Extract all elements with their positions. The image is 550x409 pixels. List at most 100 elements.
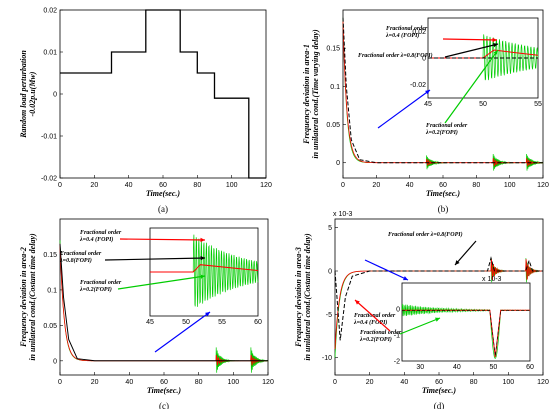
- x-tick-label: 40: [406, 182, 414, 189]
- y-tick-label: -10: [322, 355, 332, 362]
- x-tick-label: 100: [226, 182, 238, 189]
- x-tick-label: 60: [435, 379, 443, 386]
- y-tick-label: -0.02: [41, 176, 57, 183]
- arrow-blue-head: [425, 90, 430, 95]
- y-axis-label-line2: in unilateral cond.(Time varying delay): [311, 29, 320, 159]
- x-tick-label: 80: [472, 182, 480, 189]
- inset-x-tick-label: 45: [424, 101, 432, 108]
- x-tick-label: 0: [341, 182, 345, 189]
- inset-series-red: [402, 309, 530, 358]
- y-axis-label-line2: in unilateral cond.(Costant time delay): [303, 233, 312, 361]
- panel-caption: (c): [159, 401, 169, 409]
- inset-x-tick-label: 55: [534, 101, 542, 108]
- x-tick-label: 60: [159, 182, 167, 189]
- arrow-green-head: [200, 274, 205, 279]
- inset-x-tick-label: 40: [453, 364, 461, 371]
- y-tick-label: 0.01: [43, 50, 57, 57]
- annotation-text: λ=0.2(FOPI): [359, 336, 392, 343]
- inset-y-tick-label: 0: [396, 307, 400, 314]
- y-tick-label: 0: [53, 358, 57, 365]
- annotation-text: λ=0.2(FOPI): [425, 129, 458, 136]
- arrow-green-head: [493, 50, 498, 55]
- inset-y-tick-label: -1: [394, 333, 400, 340]
- x-axis-label: Time(sec.): [147, 386, 181, 395]
- arrow-red-head: [492, 37, 497, 43]
- x-tick-label: 20: [372, 182, 380, 189]
- inset-x-tick-label: 55: [218, 319, 226, 326]
- y-tick-label: 0.15: [326, 46, 340, 53]
- arrow-green-head: [435, 317, 440, 322]
- series-black-dashed: [334, 256, 543, 341]
- arrow-green: [399, 317, 441, 335]
- arrow-black: [454, 240, 477, 266]
- arrow-blue-head: [403, 276, 408, 281]
- series-black-dashed: [342, 17, 543, 164]
- arrow-red-head: [355, 300, 360, 305]
- x-tick-label: 80: [470, 379, 478, 386]
- x-axis-label: Time(sec.): [426, 189, 460, 198]
- y-axis-label: Frequency deviation in area-3: [294, 247, 303, 348]
- annotation-text: Fractional order λ=0.8(FOPI): [358, 52, 433, 59]
- annotation-text: Fractional order: [426, 123, 468, 129]
- x-tick-label: 0: [333, 379, 337, 386]
- x-tick-label: 120: [262, 379, 274, 386]
- annotation-text: λ=0.8(FOPI): [59, 257, 92, 264]
- inset-x-tick-label: 60: [254, 319, 262, 326]
- panel-caption: (d): [434, 401, 445, 409]
- arrow-green: [444, 49, 499, 124]
- annotation-text: λ=0.2(FOPI): [79, 286, 112, 293]
- x-axis-label: Time(sec.): [146, 189, 180, 198]
- arrow-blue: [154, 311, 211, 353]
- x-tick-label: 40: [400, 379, 408, 386]
- annotation-text: Fractional order: [360, 330, 402, 336]
- y-tick-label: 0.05: [326, 122, 340, 129]
- x-tick-label: 80: [193, 182, 201, 189]
- y-tick-label: 0.1: [47, 287, 57, 294]
- y-multiplier: x 10-3: [333, 211, 353, 218]
- arrow-red-head: [200, 237, 205, 243]
- arrow-black-head: [493, 42, 498, 48]
- y-tick-label: 0.15: [43, 252, 57, 259]
- inset-x-tick-label: 60: [526, 364, 534, 371]
- inset-series-red: [150, 264, 259, 273]
- y-tick-label: 0: [53, 92, 57, 99]
- x-tick-label: 120: [537, 379, 549, 386]
- panel-caption: (b): [438, 204, 449, 214]
- load-step-line: [60, 9, 266, 179]
- annotation-text: Fractional order: [80, 280, 122, 286]
- arrow-blue: [377, 89, 431, 129]
- inset-x-tick-label: 45: [146, 319, 154, 326]
- x-tick-label: 100: [227, 379, 239, 386]
- arrow-red: [119, 238, 206, 241]
- x-tick-label: 20: [90, 182, 98, 189]
- inset-y-tick-label: -0.02: [410, 82, 426, 89]
- inset-x-tick-label: 30: [416, 364, 424, 371]
- series-black: [59, 243, 268, 362]
- annotation-text: Fractional order: [354, 313, 396, 319]
- inset-y-tick-label: -2: [394, 359, 400, 366]
- x-tick-label: 80: [195, 379, 203, 386]
- y-tick-label: 5: [328, 225, 332, 232]
- annotation-text: λ=0.4 (FOPI): [79, 236, 113, 243]
- x-tick-label: 120: [537, 182, 549, 189]
- y-tick-label: 0.02: [43, 8, 57, 15]
- annotation-text: Fractional order: [60, 251, 102, 257]
- arrow-red: [354, 299, 391, 332]
- x-tick-label: 0: [58, 379, 62, 386]
- annotation-text: λ=0.4 (FOPI): [385, 32, 419, 39]
- panel-caption: (a): [158, 204, 168, 214]
- y-tick-label: 0.1: [330, 84, 340, 91]
- x-axis-label: Time(sec.): [422, 386, 456, 395]
- inset-y-multiplier: x 10-3: [482, 276, 502, 283]
- y-tick-label: 0: [336, 160, 340, 167]
- annotation-text: Fractional order λ=0.8(FOPI): [388, 231, 463, 238]
- arrow-black-head: [455, 260, 460, 265]
- annotation-text: Fractional order: [386, 26, 428, 32]
- x-tick-label: 40: [125, 379, 133, 386]
- x-tick-label: 40: [125, 182, 133, 189]
- x-tick-label: 100: [502, 379, 514, 386]
- annotation-text: λ=0.4 (FOPI): [353, 319, 387, 326]
- arrow-red: [442, 38, 498, 41]
- y-axis-label: Frequency deviation in area-1: [302, 44, 311, 145]
